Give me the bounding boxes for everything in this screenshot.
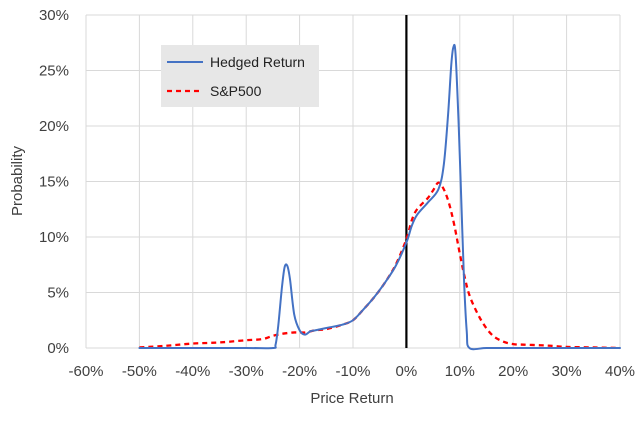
x-tick-label: 20% <box>498 363 528 380</box>
series-line-s-p500 <box>139 181 621 350</box>
series-line-hedged-return <box>138 43 621 351</box>
y-axis-ticks: 0% 5% 10% 15% 20% 25% 30% <box>39 7 69 357</box>
y-tick-label: 10% <box>39 229 69 246</box>
x-tick-label: -40% <box>175 363 210 380</box>
legend-box <box>161 45 319 107</box>
x-tick-label: 30% <box>552 363 582 380</box>
x-tick-label: -10% <box>335 363 370 380</box>
x-tick-label: -30% <box>229 363 264 380</box>
y-tick-label: 5% <box>47 285 69 302</box>
y-tick-label: 0% <box>47 340 69 357</box>
x-tick-label: -50% <box>122 363 157 380</box>
x-tick-label: 40% <box>605 363 635 380</box>
legend: Hedged Return S&P500 <box>161 45 319 107</box>
x-axis-title: Price Return <box>310 390 393 407</box>
y-tick-label: 20% <box>39 118 69 135</box>
y-axis-title: Probability <box>9 145 26 216</box>
x-tick-label: -20% <box>282 363 317 380</box>
x-tick-label: -60% <box>68 363 103 380</box>
y-tick-label: 30% <box>39 7 69 24</box>
x-tick-label: 10% <box>445 363 475 380</box>
plot-area <box>138 43 621 351</box>
y-tick-label: 15% <box>39 174 69 191</box>
legend-label-sp500: S&P500 <box>210 83 262 99</box>
x-axis-ticks: -60% -50% -40% -30% -20% -10% 0% 10% 20% 30% 40% <box>68 363 635 380</box>
x-tick-label: 0% <box>396 363 418 380</box>
y-tick-label: 25% <box>39 63 69 80</box>
legend-label-hedged-return: Hedged Return <box>210 54 305 70</box>
